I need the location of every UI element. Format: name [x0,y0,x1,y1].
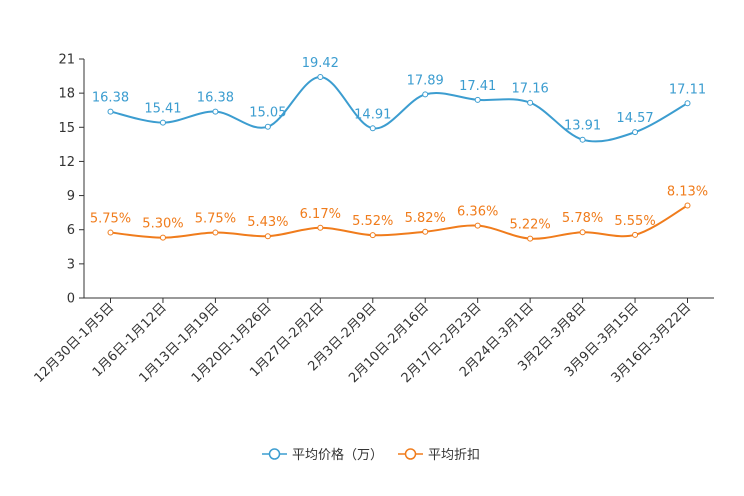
data-label: 6.36% [457,205,498,220]
data-label: 5.78% [562,211,603,226]
data-point[interactable] [684,100,691,107]
y-tick-label: 0 [67,292,75,307]
data-label: 17.89 [407,73,444,88]
data-label: 5.82% [405,211,446,226]
y-tick-label: 6 [67,223,75,238]
series-avg-discount: 5.75% 5.30% 5.75% 5.43% 6.17% 5.52% 5.82% 6.36%… [90,184,708,242]
data-point[interactable] [159,119,166,126]
data-point[interactable] [159,234,166,241]
data-label: 17.11 [669,82,706,97]
data-point[interactable] [212,108,219,115]
data-label: 14.57 [616,111,653,126]
data-label: 17.41 [459,79,496,94]
data-label: 5.30% [142,217,183,232]
data-label: 17.16 [512,82,549,97]
y-axis: 0 3 6 9 12 15 18 21 [58,53,85,307]
data-point[interactable] [264,123,271,130]
data-label: 5.75% [90,212,131,227]
legend-item-avg-price[interactable]: 平均价格（万） [262,447,383,463]
data-point[interactable] [107,108,114,115]
data-point[interactable] [632,129,639,136]
data-label: 6.17% [300,207,341,222]
y-tick-label: 3 [67,257,75,272]
data-point[interactable] [579,229,586,236]
y-tick-label: 18 [58,87,75,102]
data-label: 19.42 [302,56,339,71]
series-line [110,204,688,240]
data-point[interactable] [317,73,324,80]
data-label: 5.22% [509,218,550,233]
data-point[interactable] [264,233,271,240]
data-point[interactable] [107,229,114,236]
data-point[interactable] [527,235,534,242]
data-point[interactable] [212,229,219,236]
data-label: 13.91 [564,119,601,134]
legend[interactable]: 平均价格（万） 平均折扣 [262,447,480,463]
data-label: 5.52% [352,214,393,229]
legend-marker-icon [404,448,417,460]
y-tick-label: 15 [58,121,75,136]
data-label: 16.38 [92,91,129,106]
data-point[interactable] [632,231,639,238]
data-label: 5.43% [247,215,288,230]
y-tick-label: 21 [58,53,75,68]
data-label: 5.55% [614,214,655,229]
series-layer: 16.38 15.41 16.38 15.05 19.42 14.91 17.89 17.41… [90,56,708,242]
data-label: 14.91 [354,107,391,122]
data-point[interactable] [474,96,481,103]
data-point[interactable] [527,99,534,106]
data-label: 5.75% [195,212,236,227]
data-point[interactable] [474,222,481,229]
data-point[interactable] [422,91,429,98]
data-point[interactable] [369,125,376,132]
y-tick-label: 9 [67,189,75,204]
data-point[interactable] [369,232,376,239]
legend-item-avg-discount[interactable]: 平均折扣 [398,448,480,463]
data-label: 15.05 [249,106,286,121]
data-label: 16.38 [197,91,234,106]
data-point[interactable] [684,202,691,209]
data-point[interactable] [579,136,586,143]
x-axis: 12月30日-1月5日1月6日-1月12日1月13日-1月19日1月20日-1月… [32,297,714,386]
legend-label: 平均价格（万） [292,447,383,463]
data-label: 15.41 [144,102,181,117]
data-point[interactable] [317,224,324,231]
legend-label: 平均折扣 [428,448,480,463]
series-avg-price: 16.38 15.41 16.38 15.05 19.42 14.91 17.89 17.41… [92,56,706,143]
y-tick-label: 12 [58,155,75,170]
data-point[interactable] [422,228,429,235]
data-label: 8.13% [667,184,708,199]
legend-marker-icon [268,448,281,460]
